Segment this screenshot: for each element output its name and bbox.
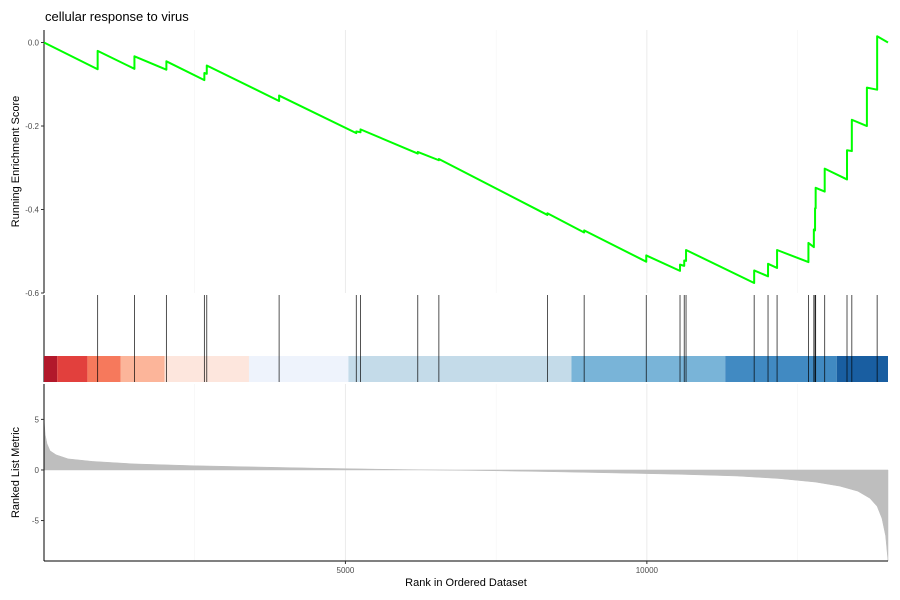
heat-band-segment xyxy=(87,356,121,382)
metric-y-axis-label: Ranked List Metric xyxy=(10,426,22,518)
es-y-tick-label: 0.0 xyxy=(28,39,40,48)
heat-band-segment xyxy=(44,356,58,382)
es-y-tick-label: -0.4 xyxy=(25,206,39,215)
heat-band-segment xyxy=(248,356,349,382)
ranked-metric-area xyxy=(43,419,889,562)
heat-band-segment xyxy=(725,356,837,382)
x-tick-label: 10000 xyxy=(636,566,659,575)
heat-band-segment xyxy=(571,356,726,382)
es-y-axis-label: Running Enrichment Score xyxy=(10,96,22,227)
metric-y-tick-label: -5 xyxy=(32,517,40,526)
heat-band-segment xyxy=(57,356,88,382)
metric-y-tick-label: 0 xyxy=(35,466,40,475)
es-y-tick-label: -0.6 xyxy=(25,289,39,298)
running-enrichment-score-line xyxy=(43,35,889,284)
chart-title: cellular response to virus xyxy=(45,9,189,24)
heat-band-segment xyxy=(836,356,888,382)
x-tick-label: 5000 xyxy=(337,566,355,575)
metric-y-tick-label: 5 xyxy=(35,415,40,424)
x-axis-label: Rank in Ordered Dataset xyxy=(405,577,527,589)
heat-band-segment xyxy=(348,356,572,382)
heat-band-segment xyxy=(120,356,165,382)
es-y-tick-label: -0.2 xyxy=(25,122,39,131)
